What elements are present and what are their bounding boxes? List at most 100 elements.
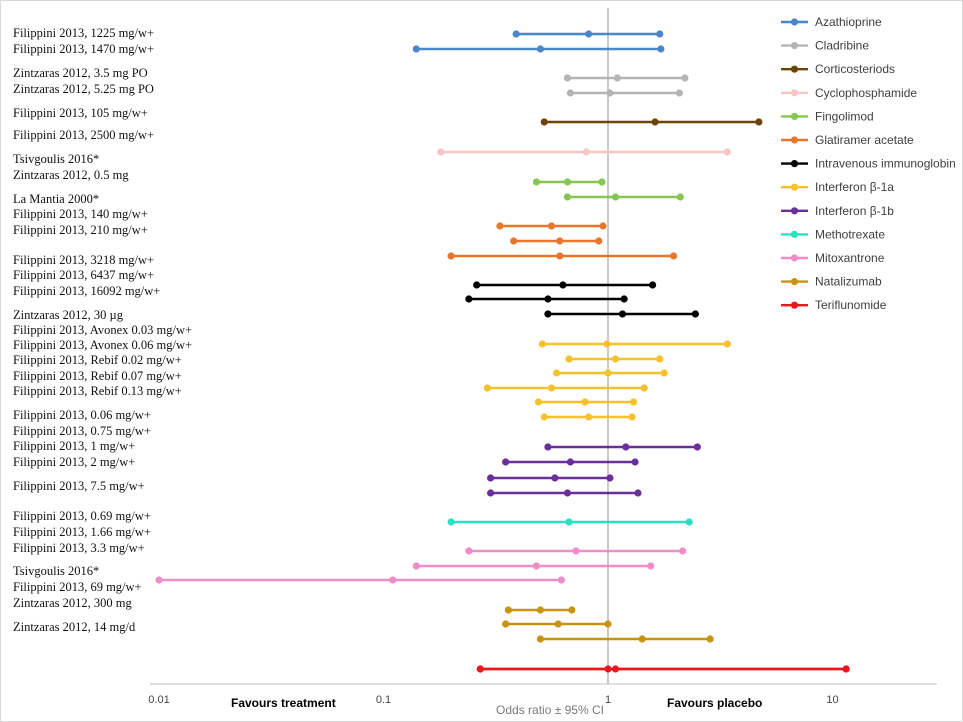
study-label: Zintzaras 2012, 300 mg xyxy=(13,596,132,610)
ci-row xyxy=(437,148,731,156)
ci-row xyxy=(502,458,639,466)
ci-row xyxy=(476,665,850,673)
ci-upper-point xyxy=(628,413,636,421)
legend-item: Mitoxantrone xyxy=(781,251,885,265)
ci-row xyxy=(155,576,565,584)
ci-upper-point xyxy=(660,369,668,377)
ci-lower-point xyxy=(412,45,420,53)
odds-ratio-point xyxy=(556,237,564,245)
legend-item: Corticosteriods xyxy=(781,62,895,76)
study-label: Zintzaras 2012, 14 mg/d xyxy=(13,620,136,634)
legend-item: Cyclophosphamide xyxy=(781,86,917,100)
ci-row xyxy=(565,355,664,363)
odds-ratio-point xyxy=(585,30,593,38)
ci-lower-point xyxy=(552,369,561,377)
ci-upper-point xyxy=(557,576,565,584)
x-tick-label: 0.1 xyxy=(376,694,391,706)
ci-lower-point xyxy=(496,222,504,230)
ci-row xyxy=(504,606,576,614)
ci-upper-point xyxy=(629,398,638,406)
study-label: Filippini 2013, 1225 mg/w+ xyxy=(13,26,154,40)
ci-row xyxy=(496,222,607,230)
legend-label: Cladribine xyxy=(815,39,869,53)
legend-label: Corticosteriods xyxy=(815,62,895,76)
odds-ratio-point xyxy=(585,413,593,421)
legend-label: Azathioprine xyxy=(815,15,882,29)
odds-ratio-point xyxy=(622,443,630,451)
legend-swatch-marker xyxy=(790,254,799,262)
ci-row xyxy=(487,489,642,497)
study-label: La Mantia 2000* xyxy=(13,192,99,206)
ci-upper-point xyxy=(598,178,606,186)
legend-label: Interferon β-1a xyxy=(815,180,894,194)
ci-lower-point xyxy=(532,178,541,186)
study-label: Filippini 2013, Rebif 0.02 mg/w+ xyxy=(13,353,182,367)
ci-row xyxy=(563,193,684,201)
legend-label: Intravenous immunoglobin xyxy=(815,157,956,171)
legend-swatch-marker xyxy=(790,301,799,309)
study-label: Filippini 2013, 7.5 mg/w+ xyxy=(13,479,145,493)
ci-upper-point xyxy=(679,547,687,555)
ci-row xyxy=(538,340,731,348)
ci-lower-point xyxy=(565,355,573,363)
odds-ratio-point xyxy=(603,340,611,348)
ci-row xyxy=(465,547,687,555)
legend-label: Glatiramer acetate xyxy=(815,133,914,147)
ci-lower-point xyxy=(476,665,484,673)
ci-row xyxy=(447,252,678,260)
study-label: Filippini 2013, 0.75 mg/w+ xyxy=(13,424,151,438)
ci-upper-point xyxy=(693,443,701,451)
odds-ratio-point xyxy=(556,252,564,260)
legend-item: Glatiramer acetate xyxy=(781,133,914,147)
ci-lower-point xyxy=(540,413,548,421)
study-label: Zintzaras 2012, 5.25 mg PO xyxy=(13,82,154,96)
legend-swatch-marker xyxy=(790,18,799,26)
ci-row xyxy=(483,384,648,392)
ci-lower-point xyxy=(510,237,518,245)
ci-lower-point xyxy=(483,384,491,392)
ci-row xyxy=(465,295,628,303)
x-tick-label: 0.01 xyxy=(148,694,169,706)
x-tick-labels: 0.01 0.1 1 10 xyxy=(148,694,838,706)
odds-ratio-point xyxy=(651,118,659,126)
ci-lower-point xyxy=(502,620,510,628)
odds-ratio-point xyxy=(565,518,573,526)
ci-row xyxy=(447,518,693,526)
ci-upper-point xyxy=(681,74,689,82)
ci-lower-point xyxy=(465,547,473,555)
ci-row xyxy=(473,281,657,289)
study-label: Filippini 2013, 1 mg/w+ xyxy=(13,439,135,453)
ci-lower-point xyxy=(544,443,552,451)
ci-row xyxy=(536,635,714,643)
ci-lower-point xyxy=(566,89,574,97)
favours-placebo-label: Favours placebo xyxy=(667,696,762,710)
legend-label: Cyclophosphamide xyxy=(815,86,917,100)
study-label: Filippini 2013, 105 mg/w+ xyxy=(13,106,148,120)
legend-item: Natalizumab xyxy=(781,275,882,289)
study-label: Filippini 2013, 69 mg/w+ xyxy=(13,580,142,594)
ci-upper-point xyxy=(842,665,850,673)
legend-swatch-marker xyxy=(790,42,799,50)
data-marks xyxy=(155,30,850,673)
legend-label: Mitoxantrone xyxy=(815,251,885,265)
ci-upper-point xyxy=(706,635,714,643)
ci-row xyxy=(534,398,638,406)
odds-ratio-point xyxy=(638,635,646,643)
odds-ratio-point xyxy=(563,489,572,497)
ci-lower-point xyxy=(447,518,455,526)
ci-upper-point xyxy=(691,310,699,318)
legend-swatch-marker xyxy=(790,160,799,168)
ci-upper-point xyxy=(604,620,612,628)
ci-lower-point xyxy=(473,281,481,289)
ci-row xyxy=(412,45,665,53)
x-tick-label: 1 xyxy=(605,694,611,706)
study-label: Tsivgoulis 2016* xyxy=(13,564,99,578)
study-label: Filippini 2013, 6437 mg/w+ xyxy=(13,268,154,282)
ci-upper-point xyxy=(685,518,693,526)
legend-swatch-marker xyxy=(790,230,799,238)
ci-lower-point xyxy=(487,474,495,482)
study-label: Filippini 2013, Rebif 0.13 mg/w+ xyxy=(13,384,182,398)
study-label: Filippini 2013, 140 mg/w+ xyxy=(13,207,148,221)
